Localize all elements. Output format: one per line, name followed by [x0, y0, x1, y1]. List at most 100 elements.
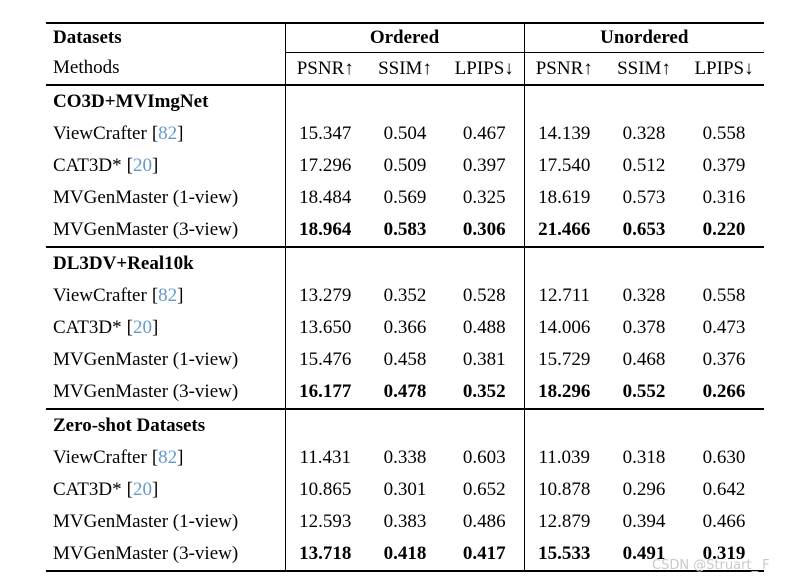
empty-cell — [445, 85, 525, 118]
empty-cell — [445, 409, 525, 442]
cell-ordered-psnr: 13.718 — [299, 543, 352, 564]
method-label: ViewCrafter — [53, 285, 147, 306]
table-row: CAT3D* [20] 10.865 0.301 0.652 10.878 0.2… — [46, 474, 764, 506]
section-header-row: Zero-shot Datasets — [46, 409, 764, 442]
cell-ordered-ssim: 0.458 — [383, 349, 427, 370]
method-label: CAT3D* — [53, 479, 122, 500]
empty-cell — [285, 409, 445, 442]
cell-ordered-lpips: 0.652 — [445, 474, 525, 506]
table-row: CAT3D* [20] 13.650 0.366 0.488 14.006 0.3… — [46, 312, 764, 344]
bracket: ] — [177, 123, 184, 144]
cell-ordered-psnr: 18.964 — [285, 214, 365, 248]
table-row: CAT3D* [20] 17.296 0.509 0.397 17.540 0.5… — [46, 150, 764, 182]
empty-cell — [285, 85, 445, 118]
cell-unordered-ssim: 0.573 — [622, 187, 666, 208]
cell-unordered-lpips: 0.379 — [702, 155, 746, 176]
cell-ordered-lpips: 0.488 — [445, 312, 525, 344]
method-cell: MVGenMaster (1-view) — [46, 182, 286, 214]
cell-ordered-lpips: 0.528 — [445, 280, 525, 312]
bracket: [ — [151, 123, 159, 144]
citation-link[interactable]: 82 — [158, 123, 178, 144]
cell-unordered-psnr: 15.729 — [538, 349, 591, 370]
cell-unordered-lpips: 0.630 — [702, 447, 746, 468]
cell-ordered-lpips: 0.603 — [445, 442, 525, 474]
cell-unordered-lpips: 0.319 — [702, 543, 746, 564]
cell-ordered-psnr: 15.476 — [299, 349, 352, 370]
cell-ordered-psnr: 16.177 — [285, 376, 365, 410]
cell-unordered-ssim: 0.328 — [622, 285, 666, 306]
cell-unordered-psnr: 18.296 — [524, 376, 604, 410]
bracket: [ — [126, 479, 133, 500]
section-header-row: CO3D+MVImgNet — [46, 85, 764, 118]
cell-ordered-psnr: 18.484 — [299, 187, 352, 208]
bracket: ] — [151, 317, 159, 338]
cell-unordered-lpips: 0.642 — [702, 479, 746, 500]
cell-ordered-ssim: 0.478 — [365, 376, 445, 410]
table-row: ViewCrafter [82] 15.347 0.504 0.467 14.13… — [46, 118, 764, 150]
cell-unordered-ssim: 0.296 — [622, 479, 666, 500]
cell-ordered-ssim: 0.583 — [365, 214, 445, 248]
method-cell: MVGenMaster (3-view) — [46, 538, 286, 571]
cell-unordered-psnr: 12.879 — [538, 511, 591, 532]
citation: [20] — [127, 317, 159, 338]
cell-ordered-psnr: 13.279 — [299, 285, 352, 306]
metric-header-lpips-unordered: LPIPS↓ — [684, 52, 765, 86]
cell-unordered-ssim: 0.378 — [622, 317, 666, 338]
table-row: ViewCrafter [82] 13.279 0.352 0.528 12.71… — [46, 280, 764, 312]
section-title: Zero-shot Datasets — [46, 409, 286, 442]
bracket: [ — [151, 285, 159, 306]
cell-ordered-ssim: 0.366 — [383, 317, 427, 338]
citation-link[interactable]: 20 — [132, 479, 152, 500]
table-row: MVGenMaster (3-view) 13.718 0.418 0.417 … — [46, 538, 764, 571]
section-title: CO3D+MVImgNet — [46, 85, 286, 118]
group-header-unordered: Unordered — [524, 23, 765, 53]
method-cell: ViewCrafter [82] — [46, 118, 286, 150]
cell-unordered-psnr: 11.039 — [538, 447, 591, 468]
cell-unordered-ssim: 0.318 — [622, 447, 666, 468]
method-label: MVGenMaster (3-view) — [53, 219, 239, 240]
empty-cell — [285, 247, 445, 280]
results-table: Datasets Ordered Unordered Methods PSNR↑… — [46, 22, 765, 572]
cell-unordered-ssim: 0.512 — [622, 155, 666, 176]
method-cell: ViewCrafter [82] — [46, 442, 286, 474]
cell-unordered-ssim: 0.552 — [604, 376, 684, 410]
citation: [20] — [127, 479, 159, 500]
citation-link[interactable]: 82 — [158, 447, 178, 468]
metric-header-lpips-ordered: LPIPS↓ — [445, 52, 525, 86]
cell-unordered-psnr: 10.878 — [538, 479, 591, 500]
method-label: MVGenMaster (1-view) — [53, 349, 239, 370]
cell-ordered-ssim: 0.569 — [383, 187, 427, 208]
table-row: MVGenMaster (3-view) 18.964 0.583 0.306 … — [46, 214, 765, 248]
cell-unordered-ssim: 0.468 — [622, 349, 666, 370]
cell-ordered-ssim: 0.504 — [383, 123, 427, 144]
cell-ordered-ssim: 0.418 — [383, 543, 427, 564]
cell-ordered-lpips: 0.306 — [445, 214, 525, 248]
citation-link[interactable]: 20 — [132, 155, 152, 176]
table-row: MVGenMaster (1-view) 12.593 0.383 0.486 … — [46, 506, 764, 538]
table-row: MVGenMaster (3-view) 16.177 0.478 0.352 … — [46, 376, 765, 410]
cell-unordered-psnr: 18.619 — [538, 187, 591, 208]
cell-ordered-ssim: 0.352 — [383, 285, 427, 306]
method-cell: MVGenMaster (3-view) — [46, 214, 286, 248]
cell-unordered-ssim: 0.653 — [604, 214, 684, 248]
cell-ordered-psnr: 15.347 — [299, 123, 352, 144]
cell-unordered-psnr: 14.006 — [538, 317, 591, 338]
method-cell: MVGenMaster (1-view) — [46, 344, 286, 376]
table-row: ViewCrafter [82] 11.431 0.338 0.603 11.03… — [46, 442, 764, 474]
header-metric-row: Methods PSNR↑ SSIM↑ LPIPS↓ PSNR↑ SSIM↑ L… — [46, 52, 765, 86]
method-label: ViewCrafter — [53, 123, 147, 144]
citation-link[interactable]: 82 — [158, 285, 178, 306]
cell-unordered-ssim: 0.394 — [622, 511, 666, 532]
method-cell: CAT3D* [20] — [46, 312, 286, 344]
bracket: [ — [126, 317, 133, 338]
method-label: CAT3D* — [53, 317, 122, 338]
cell-ordered-lpips: 0.417 — [445, 538, 525, 571]
method-cell: ViewCrafter [82] — [46, 280, 286, 312]
csdn-watermark: CSDN @Struart_ F — [652, 558, 770, 573]
metric-header-psnr-unordered: PSNR↑ — [524, 52, 604, 86]
cell-ordered-lpips: 0.486 — [445, 506, 525, 538]
method-label: MVGenMaster (3-view) — [53, 381, 239, 402]
citation-link[interactable]: 20 — [132, 317, 152, 338]
cell-ordered-lpips: 0.397 — [445, 150, 525, 182]
cell-unordered-psnr: 21.466 — [524, 214, 604, 248]
